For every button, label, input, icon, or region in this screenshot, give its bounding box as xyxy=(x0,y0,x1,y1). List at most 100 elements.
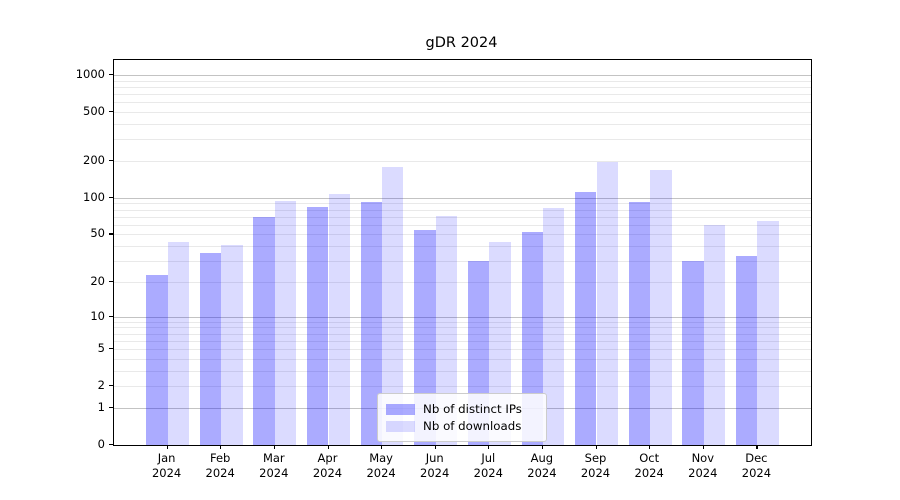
bar-distinct-ips-aug xyxy=(521,232,543,445)
bar-downloads-jun xyxy=(435,216,458,445)
legend-swatch-distinct-ips xyxy=(386,403,415,415)
bar-distinct-ips-sep xyxy=(575,192,597,445)
bar-downloads-dec xyxy=(757,221,779,445)
y-tick-label: 1 xyxy=(97,399,105,414)
y-tick-label: 200 xyxy=(83,153,105,167)
x-tick-label-nov: Nov 2024 xyxy=(688,451,718,480)
y-tick-label: 1000 xyxy=(75,67,105,81)
x-tick-label-may: May 2024 xyxy=(366,451,396,480)
x-tick-label-jul: Jul 2024 xyxy=(473,451,503,480)
bar-distinct-ips-feb xyxy=(199,253,222,445)
legend-item-downloads: Nb of downloads xyxy=(386,418,538,434)
y-tick-mark xyxy=(108,385,113,387)
minor-gridline xyxy=(114,102,811,104)
bar-distinct-ips-dec xyxy=(735,256,758,445)
x-tick-mark xyxy=(166,445,168,450)
y-tick-mark xyxy=(108,280,113,283)
plot-area: Nb of distinct IPs Nb of downloads xyxy=(113,59,812,446)
chart-title: gDR 2024 xyxy=(425,35,498,51)
legend-item-distinct-ips: Nb of distinct IPs xyxy=(386,401,538,417)
y-tick-mark xyxy=(108,74,113,76)
minor-gridline xyxy=(114,370,811,372)
y-tick-label: 0 xyxy=(97,437,105,451)
x-tick-label-aug: Aug 2024 xyxy=(527,451,557,480)
y-tick-label: 10 xyxy=(90,308,105,323)
legend-label-downloads: Nb of downloads xyxy=(423,419,522,433)
y-tick-label: 20 xyxy=(90,273,105,288)
minor-gridline xyxy=(114,216,811,218)
bar-downloads-apr xyxy=(328,194,350,445)
bar-downloads-oct xyxy=(650,170,672,445)
minor-gridline xyxy=(114,261,811,263)
y-tick-mark xyxy=(108,444,113,446)
bar-distinct-ips-jan xyxy=(146,274,168,445)
minor-gridline xyxy=(114,224,811,226)
x-tick-label-jun: Jun 2024 xyxy=(420,451,450,480)
y-tick-label: 5 xyxy=(97,341,105,355)
bar-downloads-feb xyxy=(221,244,243,445)
x-tick-mark xyxy=(434,445,436,450)
major-gridline xyxy=(114,316,811,318)
minor-gridline xyxy=(114,94,811,96)
x-tick-label-jan: Jan 2024 xyxy=(151,451,182,480)
y-tick-mark xyxy=(108,233,113,235)
minor-gridline xyxy=(114,80,811,82)
x-tick-mark xyxy=(273,445,275,450)
minor-gridline xyxy=(114,124,811,125)
x-tick-label-sep: Sep 2024 xyxy=(580,451,611,480)
bar-distinct-ips-nov xyxy=(682,261,704,445)
x-tick-mark xyxy=(488,445,490,450)
x-tick-mark xyxy=(702,445,704,450)
minor-gridline xyxy=(114,209,811,211)
legend: Nb of distinct IPs Nb of downloads xyxy=(377,393,547,442)
minor-gridline xyxy=(114,358,811,360)
x-tick-label-oct: Oct 2024 xyxy=(634,451,664,480)
minor-gridline xyxy=(114,321,811,323)
x-tick-mark xyxy=(541,445,544,450)
y-tick-label: 50 xyxy=(90,226,105,241)
bar-downloads-jan xyxy=(167,242,189,445)
x-tick-mark xyxy=(649,445,651,450)
x-tick-label-apr: Apr 2024 xyxy=(312,451,343,480)
minor-gridline xyxy=(114,246,811,248)
bar-downloads-sep xyxy=(596,162,618,445)
y-tick-label: 100 xyxy=(83,189,105,204)
major-gridline xyxy=(114,197,811,199)
minor-gridline xyxy=(114,139,811,141)
minor-gridline xyxy=(114,327,811,329)
y-tick-mark xyxy=(108,196,113,198)
minor-gridline xyxy=(114,161,811,162)
x-tick-mark xyxy=(327,445,329,450)
minor-gridline xyxy=(114,349,811,350)
minor-gridline xyxy=(114,86,811,88)
x-tick-label-dec: Dec 2024 xyxy=(741,451,772,480)
x-tick-mark xyxy=(756,445,758,450)
y-tick-mark xyxy=(108,315,113,317)
bar-distinct-ips-mar xyxy=(253,216,275,445)
legend-label-distinct-ips: Nb of distinct IPs xyxy=(423,402,522,416)
y-tick-mark xyxy=(108,160,113,162)
legend-swatch-downloads xyxy=(386,420,415,432)
bar-distinct-ips-may xyxy=(360,202,382,445)
bar-downloads-mar xyxy=(274,201,297,445)
minor-gridline xyxy=(114,203,811,205)
bar-distinct-ips-jun xyxy=(414,230,436,445)
minor-gridline xyxy=(114,234,811,236)
y-tick-label: 500 xyxy=(83,104,105,119)
x-tick-mark xyxy=(595,445,597,450)
minor-gridline xyxy=(114,281,811,283)
bar-distinct-ips-oct xyxy=(628,202,651,445)
bar-downloads-nov xyxy=(703,224,726,445)
minor-gridline xyxy=(114,112,811,114)
bar-downloads-aug xyxy=(542,207,565,445)
x-tick-label-feb: Feb 2024 xyxy=(205,451,235,480)
bar-downloads-may xyxy=(382,166,404,445)
bar-distinct-ips-apr xyxy=(307,207,329,445)
major-gridline xyxy=(114,75,811,76)
minor-gridline xyxy=(114,333,811,335)
y-tick-mark xyxy=(108,406,113,409)
x-tick-mark xyxy=(220,445,222,450)
minor-gridline xyxy=(114,340,811,342)
x-tick-label-mar: Mar 2024 xyxy=(259,451,289,480)
